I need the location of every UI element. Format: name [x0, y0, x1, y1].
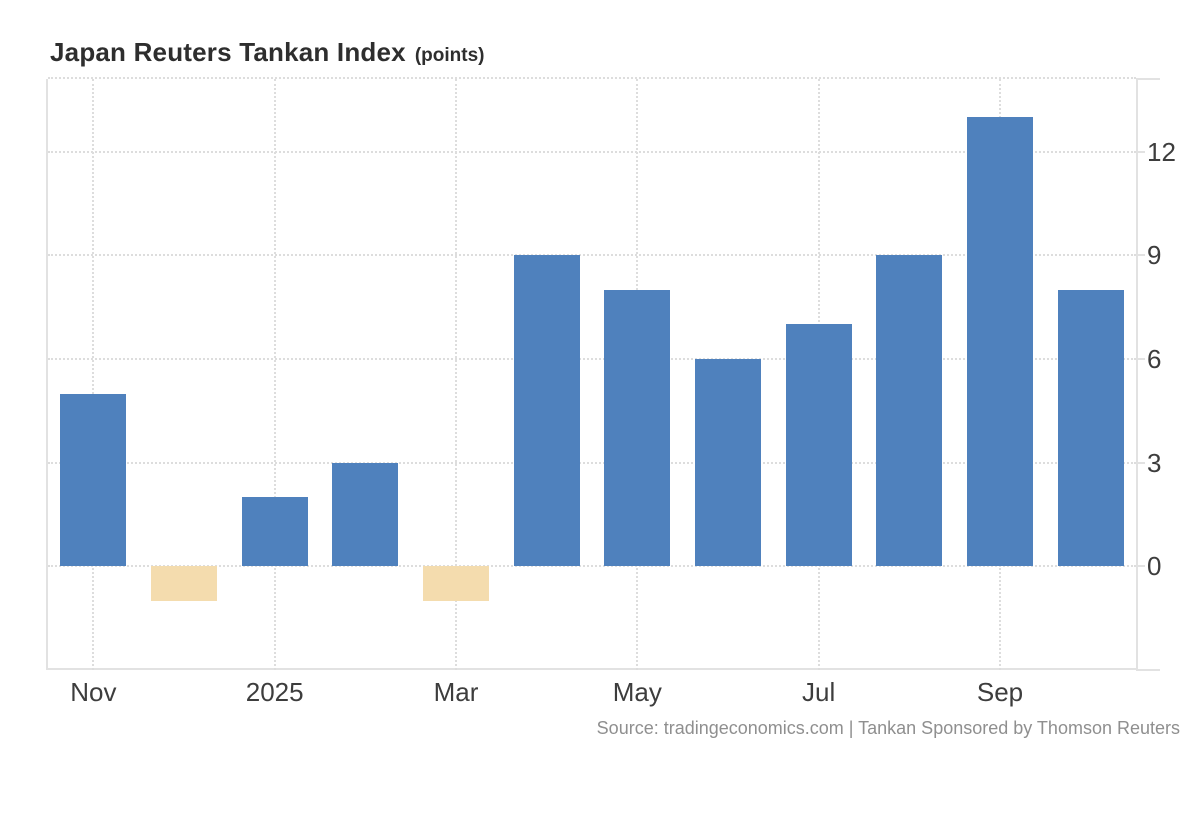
bar-jul-2025 [785, 324, 852, 567]
bar-nov-2024 [60, 393, 127, 567]
h-gridline [48, 254, 1136, 257]
plot-top-border [48, 77, 1136, 79]
x-tick-label: Mar [433, 677, 479, 707]
bar-may-2025 [604, 289, 671, 567]
y-tick-mark [1136, 254, 1145, 257]
h-gridline [48, 150, 1136, 153]
bar-aug-2025 [876, 255, 943, 567]
bar-jan-2025 [241, 497, 308, 567]
bar-dec-2024 [151, 566, 217, 601]
v-gridline [273, 79, 276, 670]
bar-feb-2025 [332, 462, 399, 567]
h-gridline [48, 357, 1136, 360]
chart-title-text: Japan Reuters Tankan Index [50, 37, 406, 67]
y-tick-mark [1136, 461, 1145, 464]
y-tick-mark [1136, 565, 1145, 568]
h-gridline [48, 461, 1136, 464]
bar-sep-2025 [967, 117, 1033, 567]
bar-apr-2025 [513, 255, 580, 567]
x-tick-label: May [612, 677, 662, 707]
bar-mar-2025 [423, 566, 489, 601]
plot-area [48, 79, 1136, 670]
y-axis-line-left [46, 79, 48, 670]
y-tick-label: 6 [1147, 343, 1162, 374]
y-tick-mark [1136, 150, 1145, 153]
x-tick-label: Sep [976, 677, 1024, 707]
x-tick-label: 2025 [245, 677, 304, 707]
v-gridline [92, 79, 95, 670]
bar-jun-2025 [695, 358, 761, 567]
y-tick-label: 0 [1147, 551, 1162, 582]
x-axis-line [46, 668, 1138, 670]
y-axis-bottom-tick [1136, 669, 1160, 671]
y-tick-mark [1136, 357, 1145, 360]
chart-title: Japan Reuters Tankan Index (points) [50, 37, 485, 68]
v-gridline [455, 79, 457, 670]
x-tick-label: Nov [70, 677, 117, 707]
h-gridline [48, 565, 1136, 568]
y-axis-line-right [1136, 79, 1138, 670]
x-tick-label: Jul [802, 677, 836, 707]
source-attribution: Source: tradingeconomics.com | Tankan Sp… [596, 718, 1180, 738]
y-tick-label: 3 [1147, 447, 1162, 478]
y-tick-label: 9 [1147, 240, 1162, 271]
chart-title-units: (points) [414, 45, 485, 66]
bar-oct-2025 [1057, 289, 1124, 567]
y-tick-label: 12 [1147, 136, 1176, 167]
y-axis-top-tick [1136, 78, 1160, 80]
